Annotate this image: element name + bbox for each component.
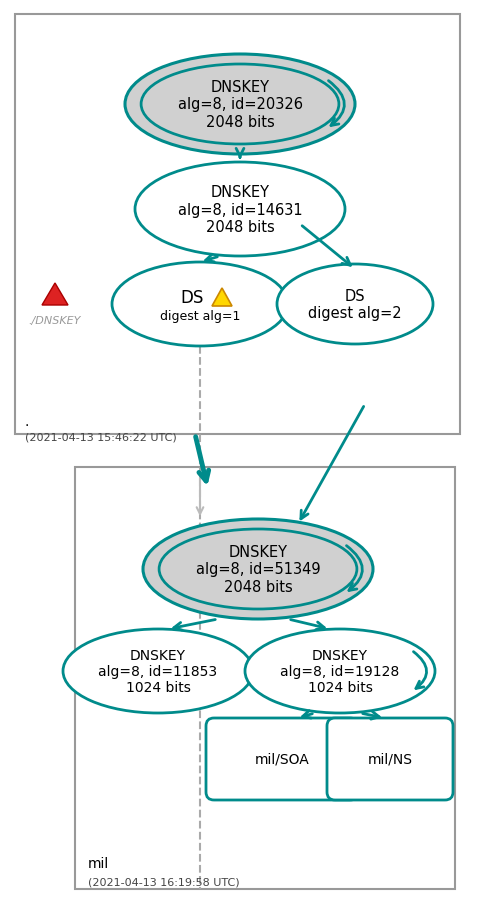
FancyBboxPatch shape	[206, 719, 358, 800]
Text: .: .	[25, 414, 29, 428]
FancyArrowPatch shape	[347, 546, 362, 591]
FancyArrowPatch shape	[413, 652, 427, 688]
Text: digest alg=1: digest alg=1	[160, 310, 240, 323]
Text: ./DNSKEY: ./DNSKEY	[29, 315, 81, 325]
Text: (2021-04-13 15:46:22 UTC): (2021-04-13 15:46:22 UTC)	[25, 433, 177, 443]
Ellipse shape	[135, 163, 345, 256]
Text: mil/NS: mil/NS	[368, 752, 412, 766]
Text: mil/SOA: mil/SOA	[254, 752, 310, 766]
Text: !: !	[219, 294, 225, 303]
Text: !: !	[52, 290, 58, 303]
Ellipse shape	[143, 519, 373, 619]
Polygon shape	[42, 284, 68, 306]
Text: mil: mil	[88, 857, 109, 870]
Ellipse shape	[277, 265, 433, 345]
FancyArrowPatch shape	[328, 82, 344, 126]
FancyBboxPatch shape	[15, 15, 460, 435]
Ellipse shape	[245, 630, 435, 713]
FancyBboxPatch shape	[327, 719, 453, 800]
Text: DS
digest alg=2: DS digest alg=2	[308, 289, 402, 321]
FancyBboxPatch shape	[75, 468, 455, 889]
Text: DNSKEY
alg=8, id=11853
1024 bits: DNSKEY alg=8, id=11853 1024 bits	[98, 648, 217, 695]
Ellipse shape	[125, 55, 355, 154]
Text: DS: DS	[180, 289, 204, 307]
Text: DNSKEY
alg=8, id=14631
2048 bits: DNSKEY alg=8, id=14631 2048 bits	[178, 185, 302, 234]
Text: DNSKEY
alg=8, id=19128
1024 bits: DNSKEY alg=8, id=19128 1024 bits	[280, 648, 400, 695]
Ellipse shape	[112, 263, 288, 346]
Text: (2021-04-13 16:19:58 UTC): (2021-04-13 16:19:58 UTC)	[88, 877, 240, 887]
Text: DNSKEY
alg=8, id=51349
2048 bits: DNSKEY alg=8, id=51349 2048 bits	[196, 544, 320, 595]
Text: DNSKEY
alg=8, id=20326
2048 bits: DNSKEY alg=8, id=20326 2048 bits	[178, 80, 302, 130]
Polygon shape	[212, 289, 232, 307]
Ellipse shape	[63, 630, 253, 713]
